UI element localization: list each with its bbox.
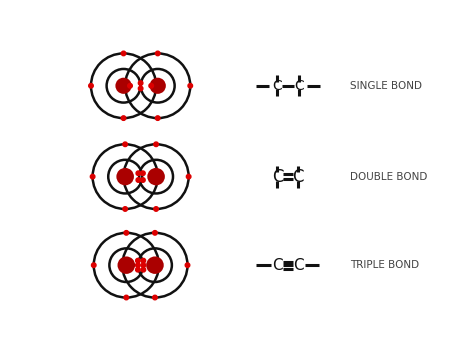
Circle shape [155, 116, 160, 120]
Circle shape [147, 168, 165, 185]
Circle shape [89, 83, 93, 88]
Circle shape [136, 178, 141, 182]
Text: C: C [294, 79, 304, 93]
Circle shape [117, 168, 134, 185]
Circle shape [138, 86, 143, 91]
Circle shape [123, 142, 128, 147]
Circle shape [186, 174, 191, 179]
Text: TRIPLE BOND: TRIPLE BOND [350, 260, 419, 270]
Text: C: C [272, 258, 283, 273]
Circle shape [138, 81, 143, 85]
Circle shape [136, 258, 140, 263]
Circle shape [121, 116, 126, 120]
Circle shape [123, 207, 128, 211]
Circle shape [124, 231, 128, 235]
Circle shape [121, 51, 126, 56]
Circle shape [115, 78, 132, 94]
Circle shape [141, 267, 146, 272]
Circle shape [155, 51, 160, 56]
Circle shape [136, 263, 140, 267]
Circle shape [149, 83, 154, 88]
Circle shape [141, 178, 145, 182]
Text: DOUBLE BOND: DOUBLE BOND [350, 172, 427, 181]
Circle shape [153, 295, 157, 300]
Circle shape [153, 231, 157, 235]
Text: C: C [292, 168, 304, 186]
Text: SINGLE BOND: SINGLE BOND [350, 81, 422, 91]
Circle shape [141, 258, 146, 263]
Circle shape [141, 171, 145, 176]
Text: C: C [272, 168, 283, 186]
Circle shape [124, 295, 128, 300]
Circle shape [154, 207, 158, 211]
Circle shape [118, 257, 135, 274]
Text: C: C [272, 79, 282, 93]
Circle shape [185, 263, 190, 267]
Circle shape [154, 142, 158, 147]
Circle shape [150, 78, 166, 94]
Circle shape [91, 263, 96, 267]
Circle shape [188, 83, 192, 88]
Circle shape [136, 267, 140, 272]
Circle shape [136, 171, 141, 176]
Circle shape [146, 257, 164, 274]
Circle shape [128, 83, 132, 88]
Circle shape [91, 174, 95, 179]
Circle shape [141, 263, 146, 267]
Text: C: C [293, 258, 304, 273]
